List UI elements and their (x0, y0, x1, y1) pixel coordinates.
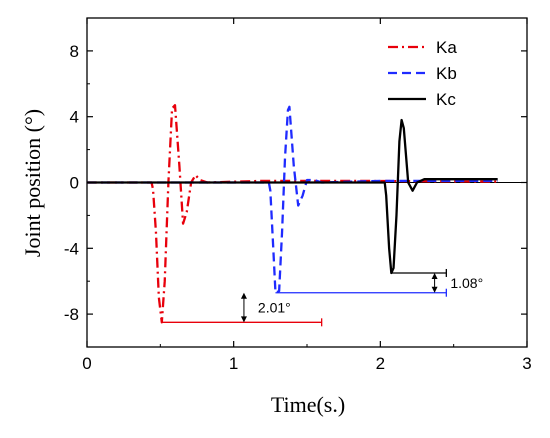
axes-layer: 0 1 2 3 -8 -4 0 4 8 (64, 17, 532, 373)
x-tick-label: 3 (522, 354, 531, 373)
y-axis-title: Joint position (°) (20, 109, 45, 257)
x-axis-title: Time(s.) (271, 392, 345, 417)
annotation-layer: 2.01° 1.08° (161, 268, 483, 327)
y-tick-label: 0 (70, 174, 79, 193)
difference-label-kb-kc: 1.08° (450, 275, 483, 291)
legend-label-kb: Kb (436, 64, 457, 83)
series-layer (87, 104, 498, 324)
legend: Ka Kb Kc (388, 38, 457, 109)
legend-label-kc: Kc (436, 90, 456, 109)
difference-arrow-ka-kb-head-bottom (240, 316, 247, 323)
series-line-kc (87, 118, 498, 275)
x-tick-label: 2 (376, 354, 385, 373)
y-tick-label: -4 (64, 239, 79, 258)
series-line-kb (87, 105, 498, 294)
difference-arrow-kb-kc-head-bottom (431, 286, 438, 293)
y-tick-label: 8 (70, 42, 79, 61)
y-tick-label: -8 (64, 305, 79, 324)
x-tick-label: 0 (82, 354, 91, 373)
y-tick-label: 4 (70, 108, 79, 127)
difference-arrow-ka-kb-head-top (240, 292, 247, 299)
difference-label-ka-kb: 2.01° (258, 300, 291, 316)
x-tick-label: 1 (229, 354, 238, 373)
legend-label-ka: Ka (436, 38, 457, 57)
difference-arrow-kb-kc-head-top (431, 272, 438, 279)
